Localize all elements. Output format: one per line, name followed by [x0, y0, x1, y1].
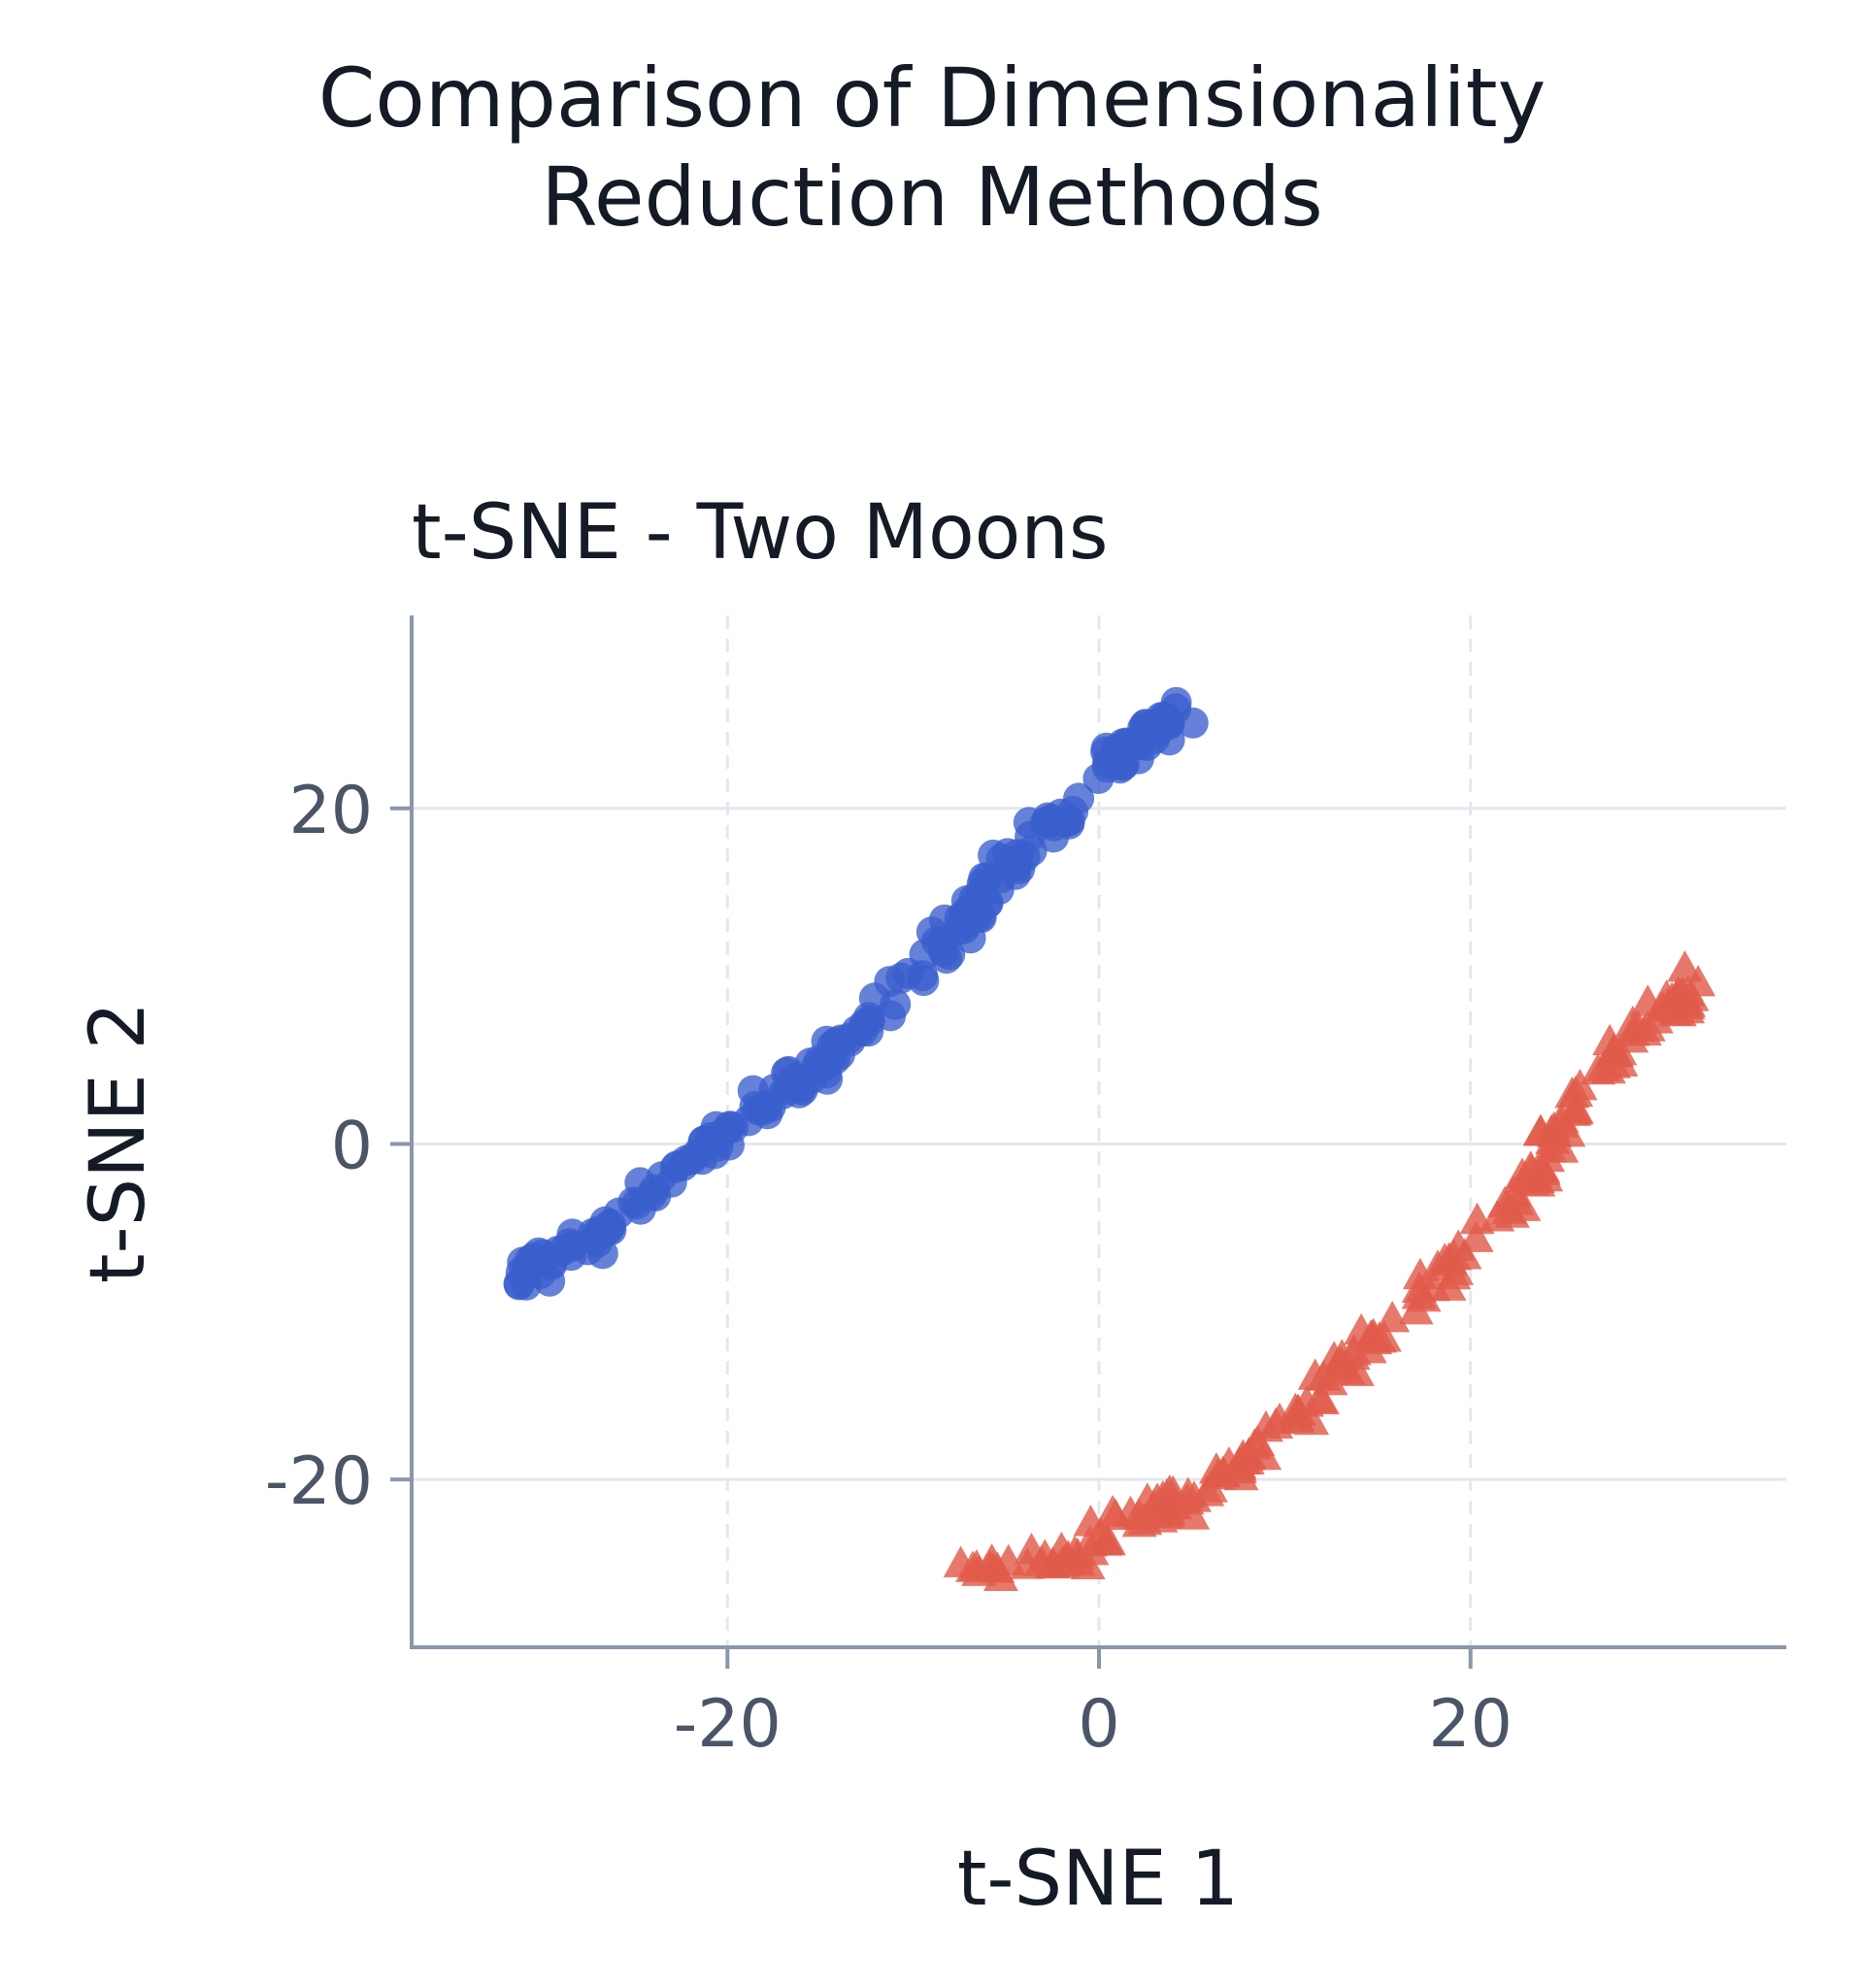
data-point — [583, 1215, 615, 1247]
data-point — [950, 885, 982, 916]
data-point — [907, 960, 939, 992]
data-point — [1009, 841, 1041, 873]
data-point — [1189, 1474, 1225, 1507]
data-point — [1304, 1382, 1340, 1414]
data-point — [980, 1551, 1015, 1583]
data-point — [796, 1063, 828, 1094]
data-point — [1544, 1131, 1580, 1163]
x-tick-label: 20 — [1428, 1686, 1513, 1763]
data-point — [1507, 1160, 1543, 1193]
x-axis-label: t-SNE 1 — [957, 1836, 1239, 1923]
y-axis-label: t-SNE 2 — [75, 1002, 162, 1283]
data-point — [1658, 979, 1694, 1011]
data-point — [1127, 1503, 1163, 1536]
data-point — [1406, 1279, 1442, 1312]
data-point — [1630, 1010, 1666, 1042]
x-tick-label: -20 — [674, 1686, 782, 1763]
data-point — [1049, 1542, 1085, 1574]
data-point — [1027, 1539, 1063, 1571]
x-tick-label: 0 — [1078, 1686, 1119, 1763]
data-point — [1095, 1494, 1131, 1527]
data-point — [772, 1074, 804, 1106]
data-point — [636, 1179, 667, 1211]
series-1 — [943, 950, 1716, 1592]
data-point — [816, 1041, 849, 1073]
figure-title-line-1: Comparison of Dimensionality — [318, 50, 1547, 146]
data-point — [1029, 807, 1061, 839]
data-point — [1603, 1044, 1639, 1077]
data-point — [1074, 1533, 1110, 1566]
data-point — [1104, 752, 1136, 784]
data-point — [858, 982, 890, 1014]
data-point — [1205, 1455, 1241, 1488]
data-point — [1145, 702, 1177, 734]
data-point — [1336, 1334, 1372, 1366]
data-point — [1427, 1242, 1463, 1275]
data-point — [513, 1253, 545, 1285]
data-point — [1558, 1075, 1594, 1108]
y-tick-label: -20 — [265, 1443, 373, 1520]
data-point — [737, 1075, 769, 1107]
data-point — [1498, 1182, 1534, 1215]
data-point — [1592, 1023, 1628, 1056]
data-point — [1281, 1394, 1316, 1427]
scatter-points — [503, 686, 1716, 1592]
y-tick-label: 20 — [288, 773, 373, 849]
data-point — [1247, 1438, 1282, 1471]
data-point — [1431, 1269, 1467, 1301]
data-point — [1318, 1350, 1354, 1382]
data-point — [700, 1110, 732, 1143]
data-point — [1681, 965, 1716, 997]
data-point — [968, 862, 1000, 894]
axes-title: t-SNE - Two Moons — [412, 489, 1108, 577]
data-point — [1447, 1238, 1482, 1270]
data-point — [1145, 1479, 1181, 1512]
series-0 — [503, 686, 1209, 1301]
data-point — [1630, 984, 1666, 1016]
data-point — [661, 1150, 693, 1182]
data-point — [1402, 1257, 1438, 1290]
data-point — [556, 1218, 588, 1250]
data-point — [920, 925, 952, 957]
data-point — [603, 1197, 635, 1229]
data-point — [955, 1550, 991, 1582]
data-point — [1175, 1498, 1211, 1530]
y-tick-label: 0 — [331, 1108, 373, 1184]
ticks: -20 0 20 -20 0 20 — [265, 773, 1513, 1763]
figure-title-line-2: Reduction Methods — [541, 149, 1322, 245]
data-point — [1558, 1093, 1594, 1125]
data-point — [1522, 1113, 1558, 1146]
data-point — [1353, 1319, 1389, 1351]
